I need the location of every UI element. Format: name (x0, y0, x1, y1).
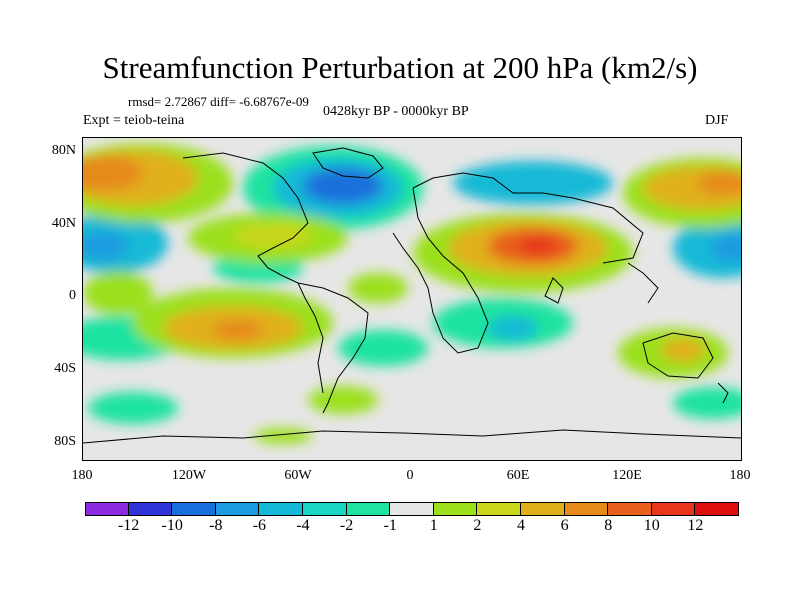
colorbar (85, 502, 739, 516)
colorbar-swatch (477, 502, 521, 516)
anomaly-low-n-pacific-east (673, 218, 741, 278)
colorbar-level-label: 12 (687, 517, 704, 534)
y-tick-label: 80N (51, 143, 76, 158)
anomaly-high-asia-center (518, 237, 558, 255)
colorbar-swatch (608, 502, 652, 516)
anomaly-low-n-pacific-east-core (711, 234, 741, 262)
coastlines (83, 147, 741, 444)
anomaly-low-s-ocean (88, 392, 178, 424)
season-label: DJF (705, 113, 729, 128)
colorbar-level-label: 2 (473, 517, 482, 534)
x-tick-label: 60E (506, 468, 530, 483)
anomaly-high-australia-core (661, 338, 705, 362)
y-tick-label: 40S (54, 361, 76, 376)
map-plot-area (82, 137, 742, 461)
colorbar-level-label: 1 (429, 517, 438, 534)
colorbar-swatch (520, 502, 565, 516)
colorbar-level-label: 10 (643, 517, 660, 534)
experiment-label: Expt = teiob-teina (83, 113, 185, 128)
colorbar-swatch (564, 502, 609, 516)
colorbar-swatch (259, 502, 303, 516)
anomaly-low-s-ocean-east (673, 387, 741, 419)
y-tick-label: 80S (54, 434, 76, 449)
colorbar-level-label: 8 (604, 517, 613, 534)
anomaly-low-n-america-center (303, 168, 383, 204)
colorbar-swatch (172, 502, 216, 516)
period-label: 0428kyr BP - 0000kyr BP (323, 104, 469, 119)
colorbar-swatch (215, 502, 260, 516)
streamfunction-field (83, 143, 741, 444)
colorbar-level-label: -6 (252, 517, 267, 534)
anomaly-low-africa-core (488, 316, 538, 340)
colorbar-swatch (128, 502, 173, 516)
colorbar-level-label: 6 (560, 517, 569, 534)
colorbar-swatch (433, 502, 478, 516)
colorbar-level-label: -4 (296, 517, 310, 534)
chart-title: Streamfunction Perturbation at 200 hPa (… (102, 50, 698, 85)
x-tick-label: 180 (729, 468, 751, 483)
anomaly-low-s-atlantic (338, 330, 428, 366)
x-tick-label: 0 (406, 468, 414, 483)
colorbar-level-label: -8 (209, 517, 223, 534)
anomaly-high-n-pacific-core (83, 155, 143, 191)
x-tick-label: 120E (612, 468, 642, 483)
colorbar-level-label: -10 (161, 517, 183, 534)
anomaly-low-n-pacific-west-core (83, 232, 128, 260)
colorbar-swatch (651, 502, 696, 516)
x-tick-label: 60W (284, 468, 312, 483)
stats-label: rmsd= 2.72867 diff= -6.68767e-09 (128, 94, 309, 109)
y-tick-label: 40N (51, 216, 76, 231)
x-tick-label: 120W (171, 468, 207, 483)
anomaly-high-w-pacific (83, 271, 153, 315)
colorbar-level-label: 4 (517, 517, 525, 534)
anomaly-high-antarctic (253, 428, 313, 444)
colorbar-swatch (85, 502, 129, 516)
colorbar-swatch (695, 502, 739, 516)
anomaly-high-n-atlantic-core (233, 224, 313, 248)
colorbar-level-label: -12 (117, 517, 140, 534)
anomaly-high-far-east-core (698, 171, 741, 195)
anomaly-high-s-pacific-core (213, 320, 263, 340)
y-tick-label: 0 (69, 288, 76, 303)
colorbar-level-label: -1 (383, 517, 397, 534)
anomaly-high-s-ocean (308, 386, 378, 414)
anomaly-high-s-atlantic (348, 273, 408, 303)
colorbar-swatch (302, 502, 347, 516)
x-tick-label: 180 (71, 468, 93, 483)
colorbar-swatch (390, 502, 434, 516)
anomaly-low-eurasia (453, 161, 613, 205)
colorbar-swatch (346, 502, 391, 516)
colorbar-level-label: -2 (339, 517, 354, 534)
